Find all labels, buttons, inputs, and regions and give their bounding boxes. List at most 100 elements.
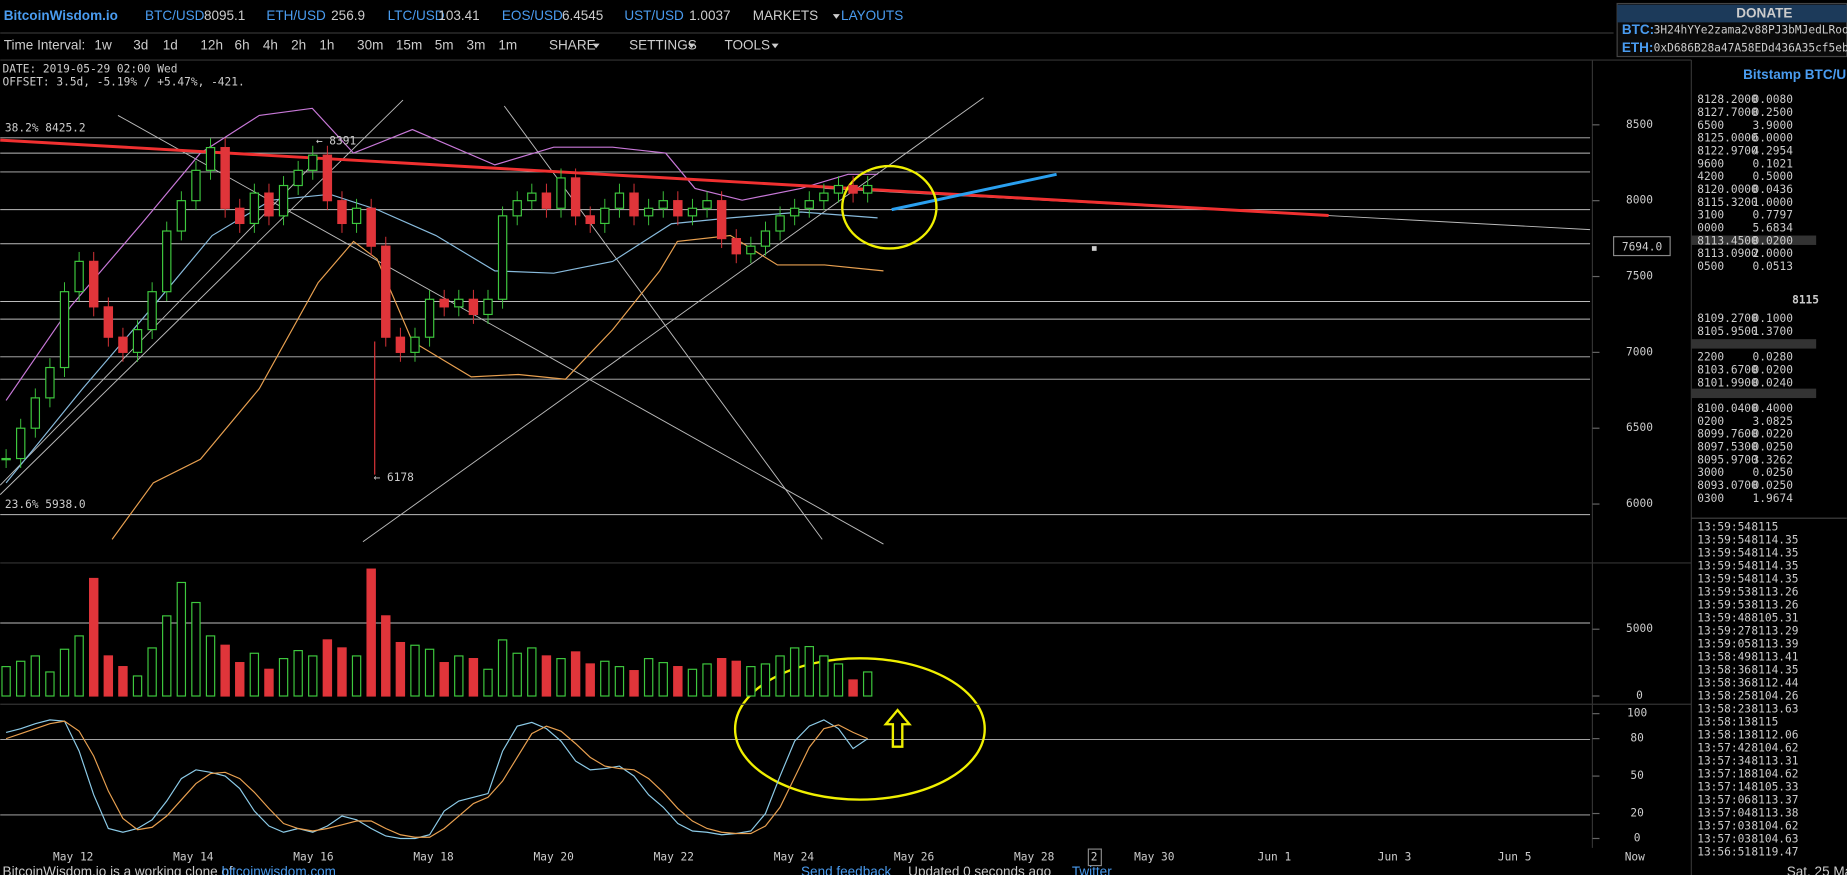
interval-button[interactable]: 30m [357, 38, 383, 53]
orderbook-price: 8115.3200 [1697, 196, 1758, 209]
stoch-line [5, 720, 868, 838]
volume-bar [162, 615, 172, 697]
ticker-pair[interactable]: EOS/USD [502, 8, 563, 23]
volume-bar [59, 648, 70, 697]
ticker-price: 256.9 [331, 8, 365, 23]
trade-time: 13:59:48 [1697, 612, 1751, 625]
volume-bar [351, 655, 362, 697]
volume-bar [746, 666, 756, 697]
trade-price: 8113.41 [1751, 651, 1798, 664]
orderbook-price: 0200 [1697, 415, 1724, 428]
interval-button[interactable]: 4h [263, 38, 278, 53]
orderbook-amount: 0.2500 [1753, 106, 1793, 119]
interval-button[interactable]: 1h [319, 38, 334, 53]
candle [512, 200, 522, 217]
volume-bar [103, 655, 114, 697]
candle [1, 457, 11, 461]
orderbook-price: 8125.0000 [1697, 132, 1758, 145]
footer-link[interactable]: Twitter [1072, 864, 1112, 875]
volume-bar [760, 663, 771, 697]
candle [468, 298, 479, 316]
ticker-pair[interactable]: UST/USD [624, 8, 684, 23]
x-tick-label: May 28 [1014, 850, 1055, 863]
trade-price: 8114.35 [1751, 547, 1798, 560]
orderbook-price: 3000 [1697, 466, 1724, 479]
candle [191, 169, 201, 202]
interval-button[interactable]: 3d [133, 38, 148, 53]
interval-button[interactable]: 1w [94, 38, 112, 53]
candle [220, 147, 230, 209]
orderbook-amount: 1.9674 [1753, 492, 1794, 505]
volume-bar [716, 658, 727, 697]
footer-link[interactable]: Send feedback [801, 864, 892, 875]
footer-text: BitcoinWisdom.io is a working clone of [3, 864, 233, 875]
orderbook-price: 4200 [1697, 170, 1724, 183]
candle [351, 207, 362, 225]
candle [483, 298, 493, 316]
candle [629, 192, 639, 217]
donate-address: 3H24hYYe2zama2v88PJ3bMJedLRoo1g [1654, 24, 1847, 37]
trade-price: 8104.62 [1751, 742, 1798, 755]
ticker-pair[interactable]: ETH/USD [266, 8, 326, 23]
trade-price: 8113.63 [1751, 703, 1798, 716]
interval-button[interactable]: 3m [467, 38, 486, 53]
volume-bar [176, 581, 187, 697]
footer-link[interactable]: bitcoinwisdom.com [222, 864, 336, 875]
interval-button[interactable]: 1d [163, 38, 178, 53]
orderbook-price: 8113.4500 [1697, 234, 1758, 247]
x-tick-label: May 18 [413, 850, 454, 863]
trade-time: 13:57:04 [1697, 807, 1751, 820]
trade-time: 13:59:05 [1697, 638, 1751, 651]
interval-button[interactable]: 15m [396, 38, 422, 53]
candle [614, 192, 625, 209]
candle [410, 336, 420, 353]
x-tick-label: Jun 5 [1498, 850, 1532, 863]
candle [395, 336, 406, 353]
candle [45, 366, 55, 399]
trade-price: 8115 [1751, 521, 1778, 534]
ticker-pair[interactable]: LTC/USD [388, 8, 445, 23]
y-tick-label: 50 [1630, 769, 1643, 782]
x-tick-label: May 12 [53, 850, 93, 863]
interval-button[interactable]: 5m [435, 38, 454, 53]
toolbar-menu[interactable]: SHARE [549, 38, 596, 53]
interval-button[interactable]: 12h [200, 38, 223, 53]
y-tick-label: 6500 [1626, 421, 1653, 434]
toolbar-menu[interactable]: TOOLS [724, 38, 770, 53]
x-tick-label: May 14 [173, 850, 214, 863]
candle [249, 192, 260, 225]
chart-info: OFFSET: 3.5d, -5.19% / +5.47%, -421. [3, 75, 245, 88]
orderbook-amount: 3.0825 [1753, 415, 1793, 428]
volume-bar [191, 601, 201, 697]
menu[interactable]: LAYOUTS [841, 8, 903, 23]
trade-price: 8113.37 [1751, 794, 1798, 807]
orderbook-amount: 1.3700 [1753, 325, 1793, 338]
volume-bar [264, 668, 274, 697]
brand[interactable]: BitcoinWisdom.io [4, 8, 118, 23]
candle [789, 207, 800, 217]
drawings [0, 60, 1817, 867]
price-label: 7694.0 [1622, 240, 1662, 253]
volume-bar [643, 658, 654, 697]
donate-title: DONATE [1736, 6, 1792, 21]
interval-button[interactable]: 1m [498, 38, 517, 53]
interval-button[interactable]: 2h [291, 38, 306, 53]
orderbook-amount: 1.0000 [1753, 196, 1793, 209]
menu[interactable]: MARKETS [753, 8, 818, 23]
ticker-pair[interactable]: BTC/USD [145, 8, 205, 23]
candle [775, 215, 785, 232]
volume-bar [848, 679, 858, 697]
orderbook-price: 8120.0000 [1697, 183, 1758, 196]
interval-button[interactable]: 6h [235, 38, 250, 53]
candle [30, 397, 41, 429]
y-tick-label: 6000 [1626, 497, 1653, 510]
volume-bar [439, 662, 449, 697]
toolbar-menu[interactable]: SETTINGS [629, 38, 697, 53]
candle [205, 147, 216, 171]
orderbook-price: 8105.9500 [1697, 325, 1758, 338]
trade-price: 8119.47 [1751, 846, 1798, 859]
trade-price: 8113.26 [1751, 586, 1798, 599]
trade-time: 13:58:23 [1697, 703, 1751, 716]
volume-bar [629, 670, 639, 697]
